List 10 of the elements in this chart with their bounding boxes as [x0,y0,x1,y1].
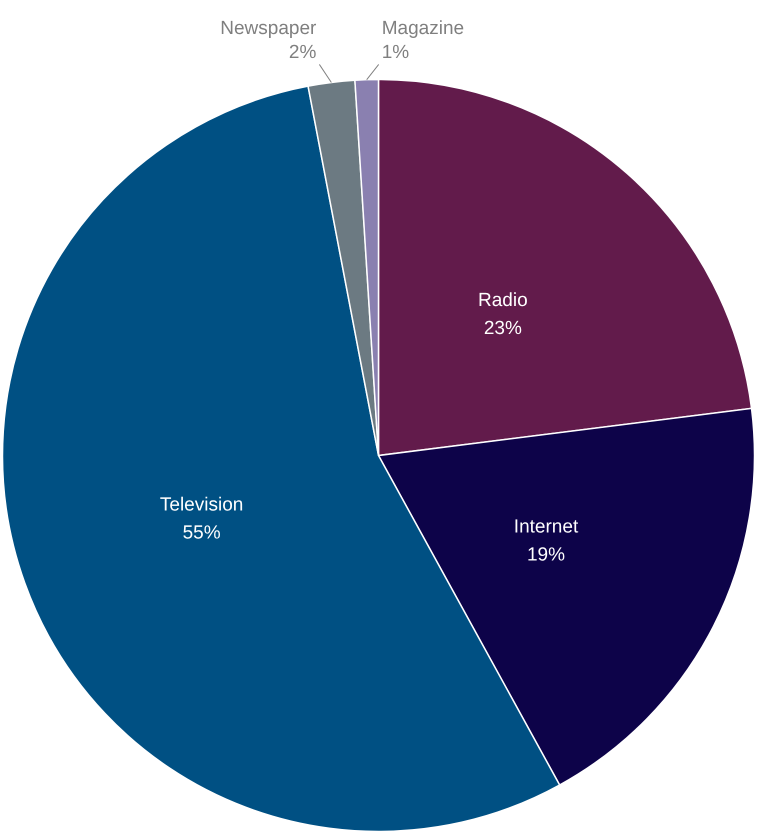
data-label: 2% [288,42,316,63]
data-label: 23% [484,318,522,339]
data-label: 1% [382,42,410,63]
slice-label: Internet [514,516,579,538]
slice-label: Magazine [382,18,464,39]
slice-label: Radio [478,290,528,311]
data-label: 55% [182,522,221,544]
data-label: 19% [526,544,566,566]
slice-label: Television [160,494,244,516]
slice-label: Newspaper [220,18,318,39]
